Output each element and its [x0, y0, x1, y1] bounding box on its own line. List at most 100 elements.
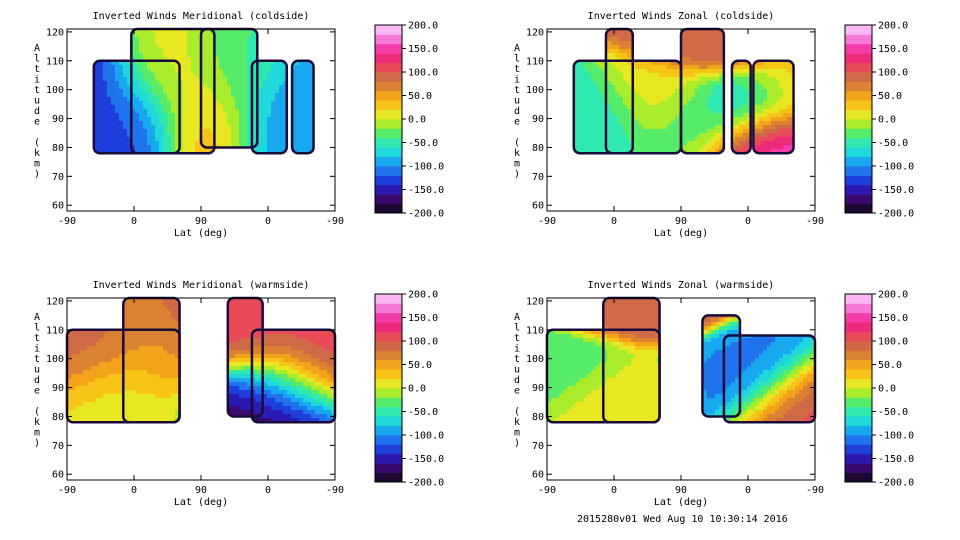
colorbar-swatch: [375, 184, 402, 195]
colorbar-swatch: [375, 294, 402, 304]
colorbar-swatch: [845, 397, 872, 408]
colorbar-swatch: [375, 128, 402, 139]
colorbar-tick-label: 150.0: [878, 44, 908, 55]
colorbar-tick-label: 150.0: [878, 313, 908, 324]
colorbar-tick-label: 200.0: [408, 21, 438, 32]
colorbar-swatch: [845, 435, 872, 445]
colorbar-swatch: [375, 147, 402, 157]
heatmap-field: [547, 298, 816, 423]
colorbar-tick-label: -100.0: [408, 162, 444, 173]
region-outline: [250, 59, 289, 155]
colorbar-swatch: [845, 312, 872, 323]
colorbar-swatch: [375, 359, 402, 370]
y-tick-label: 60: [52, 201, 64, 212]
colorbar-tick-label: 0.0: [878, 384, 896, 395]
colorbar-swatch: [375, 331, 402, 342]
colorbar-swatch: [375, 137, 402, 148]
colorbar-swatch: [845, 425, 872, 436]
colorbar-tick-label: -150.0: [408, 185, 444, 196]
colorbar-swatch: [845, 166, 872, 176]
x-tick-label: 0: [265, 485, 271, 496]
colorbar-swatch: [845, 303, 872, 314]
colorbar-tick-label: 150.0: [408, 313, 438, 324]
colorbar-tick-label: 100.0: [878, 68, 908, 79]
colorbar-tick-label: -200.0: [408, 478, 444, 489]
colorbar: 200.0 150.0 100.0 50.0 0.0 -50.0 -100.0 -150.0 -…: [844, 290, 914, 489]
y-tick-label: 90: [532, 383, 544, 394]
colorbar-tick-label: -150.0: [878, 454, 914, 465]
colorbar-tick-label: -50.0: [878, 138, 908, 149]
x-tick-label: 0: [745, 216, 751, 227]
y-tick-label: 100: [526, 354, 544, 365]
colorbar-tick-label: -50.0: [878, 407, 908, 418]
colorbar-swatch: [845, 62, 872, 73]
chart-title: Inverted Winds Meridional (warmside): [93, 280, 310, 291]
x-tick-label: -90: [326, 485, 344, 496]
colorbar-tick-label: 100.0: [408, 337, 438, 348]
colorbar-tick-label: 200.0: [408, 290, 438, 301]
y-tick-label: 110: [46, 56, 64, 67]
colorbar-swatch: [375, 100, 402, 110]
y-tick-label: 70: [52, 441, 64, 452]
colorbar-swatch: [845, 416, 872, 426]
y-tick-label: 120: [526, 27, 544, 38]
colorbar-tick-label: 100.0: [878, 337, 908, 348]
x-tick-label: 0: [265, 216, 271, 227]
footer-timestamp: 2015280v01 Wed Aug 10 10:30:14 2016: [577, 514, 788, 525]
y-tick-label: 80: [52, 143, 64, 154]
colorbar-swatch: [375, 303, 402, 314]
chart-title: Inverted Winds Meridional (coldside): [93, 11, 310, 22]
colorbar-swatch: [375, 81, 402, 92]
y-tick-label: 120: [46, 296, 64, 307]
colorbar-swatch: [845, 184, 872, 195]
colorbar-tick-label: -50.0: [408, 138, 438, 149]
y-tick-label: 110: [46, 325, 64, 336]
colorbar-swatch: [845, 294, 872, 304]
colorbar-tick-label: -200.0: [878, 209, 914, 220]
x-tick-label: -90: [58, 485, 76, 496]
colorbar-swatch: [375, 194, 402, 204]
colorbar-swatch: [845, 109, 872, 120]
colorbar-swatch: [845, 156, 872, 167]
colorbar-swatch: [375, 425, 402, 436]
colorbar-swatch: [375, 350, 402, 361]
x-tick-label: 0: [131, 216, 137, 227]
region-outline: [290, 59, 315, 155]
y-tick-label: 120: [526, 296, 544, 307]
heatmap-field: [67, 298, 335, 423]
colorbar-swatch: [375, 388, 402, 398]
colorbar-swatch: [845, 119, 872, 129]
colorbar-swatch: [375, 90, 402, 101]
y-tick-label: 100: [46, 85, 64, 96]
colorbar-swatch: [845, 90, 872, 101]
colorbar-tick-label: 200.0: [878, 290, 908, 301]
colorbar-tick-label: -200.0: [878, 478, 914, 489]
x-tick-label: 90: [675, 216, 687, 227]
y-tick-label: 90: [52, 114, 64, 125]
colorbar-swatch: [845, 100, 872, 110]
colorbar-swatch: [845, 341, 872, 351]
colorbar-swatch: [375, 322, 402, 332]
colorbar-swatch: [375, 109, 402, 120]
colorbar-swatch: [375, 472, 402, 483]
colorbar-swatch: [375, 203, 402, 214]
colorbar-swatch: [845, 378, 872, 389]
y-tick-label: 80: [52, 412, 64, 423]
chart-panel-2: Inverted Winds Zonal (coldside) 60 70 80 90 1…: [514, 11, 914, 239]
x-tick-label: 0: [611, 485, 617, 496]
colorbar-swatch: [845, 128, 872, 139]
y-tick-label: 120: [46, 27, 64, 38]
colorbar-swatch: [375, 175, 402, 186]
x-axis-label: Lat (deg): [174, 228, 228, 239]
colorbar-swatch: [375, 166, 402, 176]
colorbar: 200.0 150.0 100.0 50.0 0.0 -50.0 -100.0 -150.0 -…: [374, 21, 444, 220]
colorbar-tick-label: 50.0: [878, 360, 902, 371]
colorbar-swatch: [845, 34, 872, 45]
colorbar-swatch: [375, 34, 402, 45]
y-tick-label: 110: [526, 325, 544, 336]
region-outline: [701, 314, 742, 418]
y-tick-label: 70: [532, 172, 544, 183]
x-axis-label: Lat (deg): [654, 497, 708, 508]
colorbar-swatch: [845, 194, 872, 204]
